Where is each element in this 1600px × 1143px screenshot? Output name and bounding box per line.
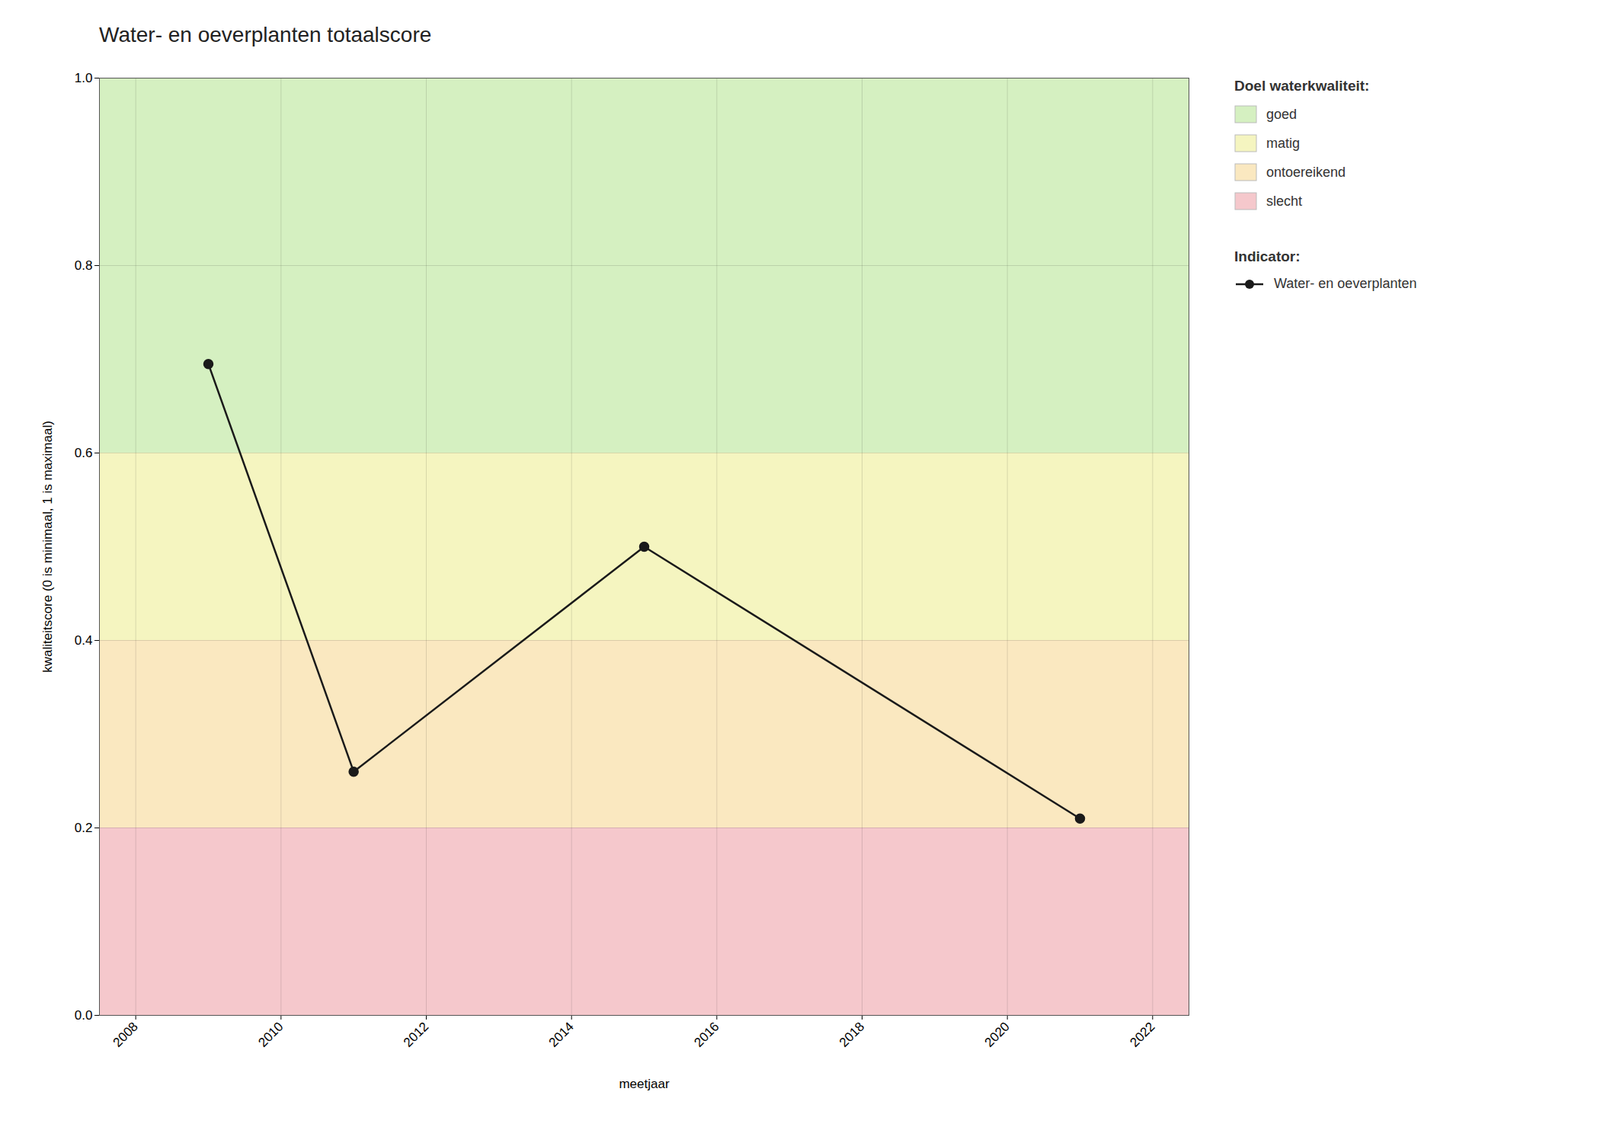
- svg-text:2010: 2010: [255, 1019, 286, 1050]
- svg-text:meetjaar: meetjaar: [618, 1076, 669, 1092]
- svg-text:0.8: 0.8: [74, 258, 93, 273]
- svg-text:2022: 2022: [1126, 1019, 1158, 1050]
- svg-text:0.2: 0.2: [74, 820, 93, 836]
- svg-text:2012: 2012: [400, 1019, 432, 1050]
- html-text:Doel waterkwaliteit:: Doel waterkwaliteit:: [1234, 77, 1370, 94]
- svg-text:0.0: 0.0: [74, 1008, 93, 1023]
- svg-text:2018: 2018: [836, 1019, 868, 1050]
- html-text:slecht: slecht: [1266, 193, 1303, 209]
- svg-text:2020: 2020: [982, 1019, 1013, 1050]
- html-text:Water- en oeverplanten: Water- en oeverplanten: [1273, 275, 1417, 292]
- svg-text:0.4: 0.4: [74, 633, 93, 648]
- html-text:ontoereikend: ontoereikend: [1266, 164, 1346, 180]
- svg-text:1.0: 1.0: [74, 70, 93, 86]
- html-text:Water- en oeverplanten totaals: Water- en oeverplanten totaalscore: [99, 22, 432, 47]
- html-text:matig: matig: [1266, 135, 1300, 151]
- svg-text:0.6: 0.6: [74, 445, 93, 461]
- svg-text:kwaliteitscore (0 is minimaal,: kwaliteitscore (0 is minimaal, 1 is maxi…: [40, 420, 55, 673]
- html-text:goed: goed: [1266, 106, 1297, 122]
- html-text:Indicator:: Indicator:: [1234, 248, 1301, 265]
- svg-text:2008: 2008: [110, 1019, 141, 1050]
- svg-text:2014: 2014: [546, 1019, 577, 1050]
- svg-text:2016: 2016: [691, 1019, 722, 1050]
